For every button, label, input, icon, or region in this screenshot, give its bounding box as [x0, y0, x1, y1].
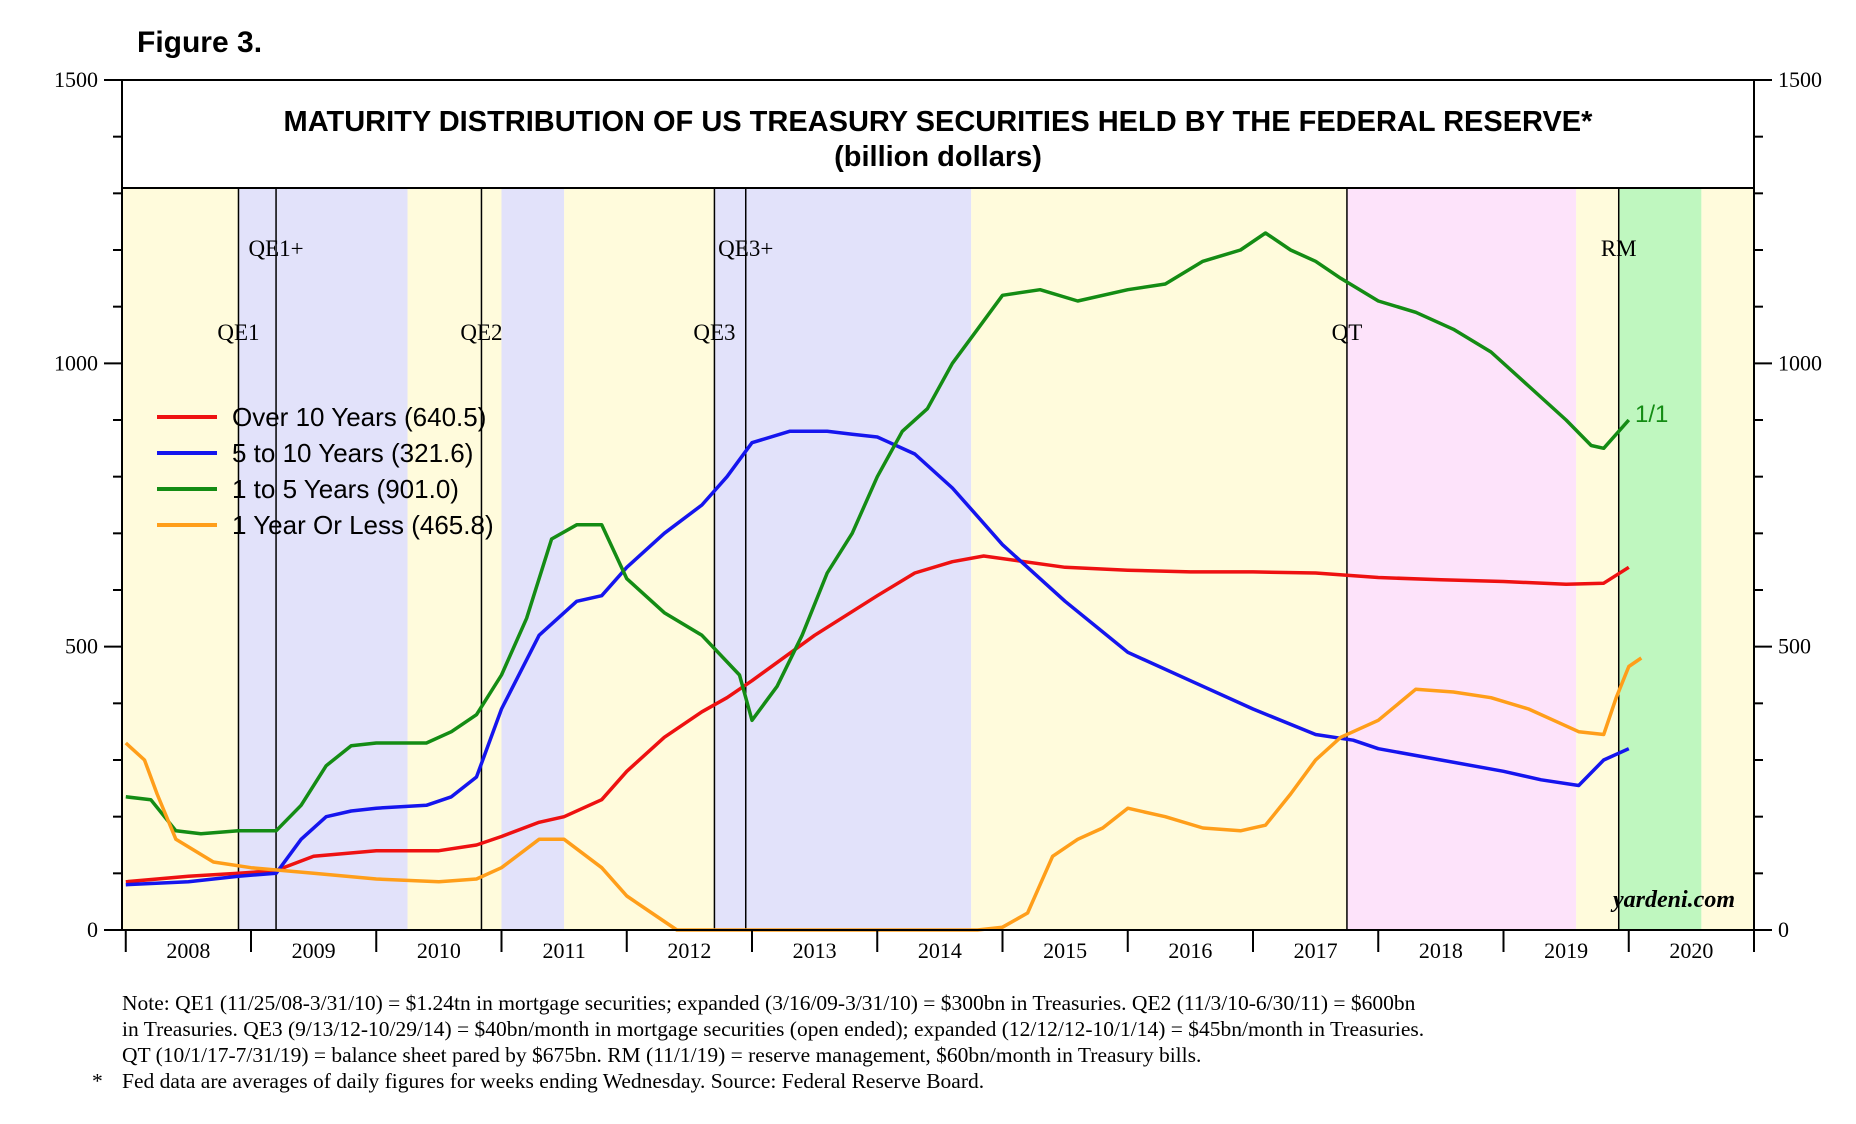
y-tick-label: 1500 [54, 67, 98, 92]
x-tick-label: 2016 [1168, 938, 1212, 963]
series-line [125, 429, 1630, 887]
event-label: QE2 [460, 320, 502, 345]
shaded-periods [122, 188, 1754, 930]
shaded-period [564, 188, 715, 930]
legend-entry: 1 Year Or Less (465.8) [232, 510, 494, 540]
note-line: QT (10/1/17-7/31/19) = balance sheet par… [122, 1043, 1202, 1067]
x-tick-label: 2019 [1544, 938, 1588, 963]
shaded-period [1576, 188, 1619, 930]
y-tick-label: 1000 [1778, 350, 1822, 375]
note-line: in Treasuries. QE3 (9/13/12-10/29/14) = … [122, 1017, 1425, 1041]
footnote-text: Fed data are averages of daily figures f… [122, 1069, 985, 1093]
x-tick-label: 2018 [1419, 938, 1463, 963]
y-tick-label: 1500 [1778, 67, 1822, 92]
shaded-period [501, 188, 565, 930]
footnote-marker: * [92, 1069, 103, 1093]
shaded-period [407, 188, 502, 930]
x-tick-label: 2017 [1294, 938, 1338, 963]
x-tick-label: 2013 [793, 938, 837, 963]
legend-entry: 5 to 10 Years (321.6) [232, 438, 473, 468]
legend-entry: 1 to 5 Years (901.0) [232, 474, 459, 504]
x-tick-label: 2009 [292, 938, 336, 963]
shaded-period [1701, 188, 1754, 930]
legend-entry: Over 10 Years (640.5) [232, 402, 486, 432]
y-tick-label: 1000 [54, 350, 98, 375]
event-label: QE3 [693, 320, 735, 345]
x-tick-label: 2008 [166, 938, 210, 963]
notes: Note: QE1 (11/25/08-3/31/10) = $1.24tn i… [92, 990, 1832, 1094]
footnote: * Fed data are averages of daily figures … [92, 1068, 1832, 1094]
x-tick-label: 2010 [417, 938, 461, 963]
event-label: QE1 [217, 320, 259, 345]
x-tick-label: 2020 [1669, 938, 1713, 963]
event-label: RM [1601, 236, 1637, 261]
x-tick-label: 2012 [667, 938, 711, 963]
y-tick-label: 500 [65, 634, 98, 659]
y-tick-label: 0 [1778, 917, 1789, 942]
shaded-period [122, 188, 239, 930]
chart-subtitle: (billion dollars) [834, 141, 1042, 173]
axes: 0 0 500 500 1000 1000 1500 1500 2008 2009 2010 2011… [54, 67, 1822, 963]
chart: QE1 QE1+ QE2 QE3 QE3+ QT RM 0 0 500 500 1000 1000 15… [54, 67, 1822, 963]
credit-label: yardeni.com [1610, 887, 1735, 913]
latest-date-label: 1/1 [1635, 401, 1668, 428]
x-tick-label: 2014 [918, 938, 962, 963]
figure-label: Figure 3. [137, 26, 263, 59]
y-tick-label: 0 [87, 917, 98, 942]
shaded-period [1618, 188, 1702, 930]
event-label: QE1+ [248, 236, 303, 261]
series-lines [124, 231, 1643, 932]
title-box [121, 79, 1755, 189]
series-line [124, 656, 1643, 932]
event-label: QE3+ [718, 236, 773, 261]
event-label: QT [1332, 320, 1363, 345]
shaded-period [971, 188, 1347, 930]
series-line [125, 554, 1630, 884]
series-line [125, 231, 1631, 836]
event-lines: QE1 QE1+ QE2 QE3 QE3+ QT RM [217, 188, 1637, 930]
x-tick-label: 2011 [543, 938, 586, 963]
x-tick-label: 2015 [1043, 938, 1087, 963]
note-line: Note: QE1 (11/25/08-3/31/10) = $1.24tn i… [122, 991, 1416, 1015]
shaded-period [1346, 188, 1577, 930]
shaded-period [714, 188, 972, 930]
y-tick-label: 500 [1778, 634, 1811, 659]
legend: Over 10 Years (640.5) 5 to 10 Years (321.… [157, 402, 494, 540]
chart-title: MATURITY DISTRIBUTION OF US TREASURY SEC… [284, 106, 1594, 138]
